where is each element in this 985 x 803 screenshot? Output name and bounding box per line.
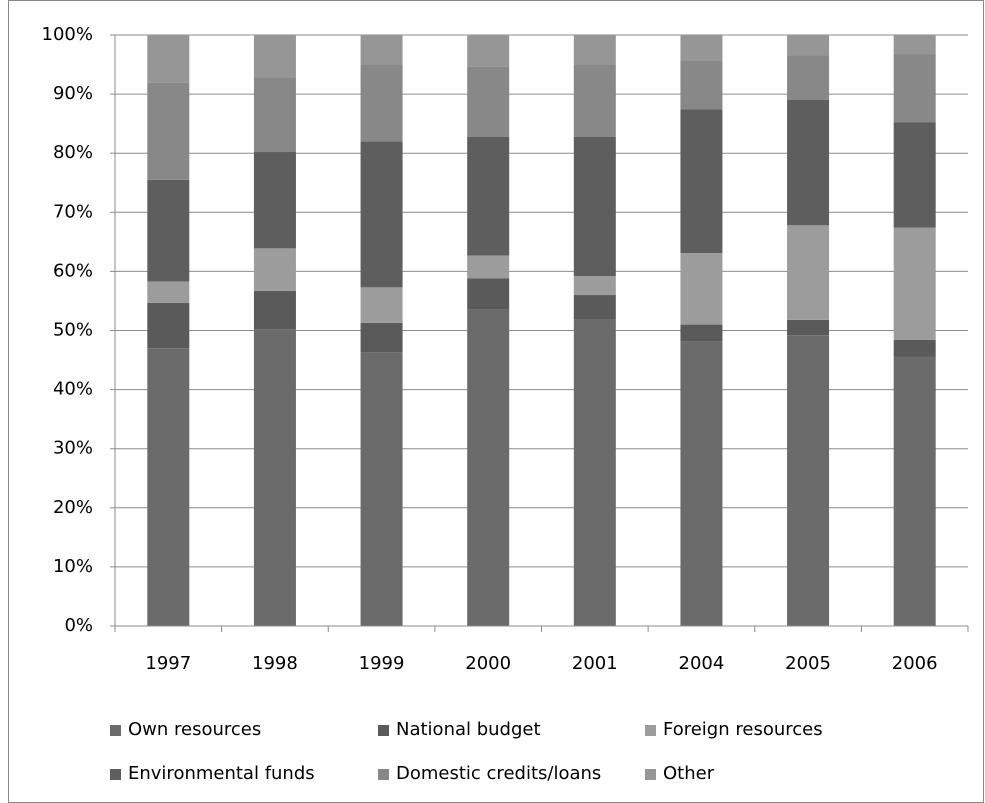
x-tick-label: 1997 [145,653,191,674]
bar-segment [253,248,296,291]
legend-swatch [645,769,656,780]
bar-segment [360,352,403,626]
bar-segment [147,35,190,83]
bar-segment [253,152,296,249]
y-tick-label: 20% [53,497,93,518]
legend-swatch [645,725,656,736]
x-tick-label: 2000 [465,653,511,674]
bar-segment [680,35,723,62]
bar-segment [787,319,830,336]
x-tick-label: 2001 [572,653,618,674]
x-tick-label: 2004 [679,653,725,674]
x-tick-label: 2006 [892,653,938,674]
bar-segment [680,253,723,325]
legend-swatch [378,725,389,736]
bar-segment [147,302,190,349]
bar-segment [893,356,936,626]
legend-swatch [110,769,121,780]
bar-segment [787,225,830,320]
bar-segment [467,35,510,67]
legend-swatch [110,725,121,736]
bar-segment [787,335,830,626]
y-tick-label: 50% [53,320,93,341]
bar-segment [893,54,936,123]
bar-segment [147,281,190,303]
y-tick-label: 100% [42,24,93,45]
bar-segment [467,309,510,626]
x-tick-label: 2005 [785,653,831,674]
bar-segment [787,55,830,101]
legend-label: Own resources [128,719,261,740]
bar-segment [253,329,296,626]
legend-swatch [378,769,389,780]
legend-label: Foreign resources [663,719,823,740]
x-tick-label: 1998 [252,653,298,674]
bar-segment [147,348,190,626]
bar-segment [680,324,723,342]
bar-segment [787,100,830,226]
y-tick-label: 40% [53,379,93,400]
bar-segment [360,141,403,288]
bar-segment [893,35,936,55]
y-tick-label: 70% [53,201,93,222]
bar-segment [573,35,616,65]
bar-segment [360,35,403,65]
bar-segment [253,290,296,330]
bar-segment [147,82,190,180]
bar-segment [893,339,936,357]
y-tick-label: 10% [53,556,93,577]
bar-segment [147,179,190,282]
legend-label: Other [663,763,715,784]
bar-segment [467,255,510,279]
legend-label: National budget [396,719,541,740]
legend-label: Environmental funds [128,763,315,784]
bar-segment [360,64,403,142]
legend-label: Domestic credits/loans [396,763,601,784]
bar-segment [893,122,936,228]
bar-segment [893,227,936,340]
bar-segment [680,341,723,626]
bar-segment [360,322,403,353]
y-tick-label: 90% [53,83,93,104]
bar-segment [573,319,616,626]
bar-segment [680,61,723,110]
y-tick-label: 80% [53,142,93,163]
bar-segment [467,66,510,137]
y-tick-label: 30% [53,438,93,459]
bar-segment [573,64,616,137]
bar-segment [573,136,616,277]
bar-segment [467,278,510,310]
bar-segment [787,35,830,56]
bar-segment [467,136,510,256]
bar-segment [680,109,723,254]
bar-segment [253,35,296,78]
x-tick-label: 1999 [359,653,405,674]
bar-segment [573,295,616,320]
bar-segment [573,276,616,296]
bar-segment [360,287,403,323]
bar-segment [253,77,296,153]
y-tick-label: 60% [53,260,93,281]
y-tick-label: 0% [64,615,93,636]
